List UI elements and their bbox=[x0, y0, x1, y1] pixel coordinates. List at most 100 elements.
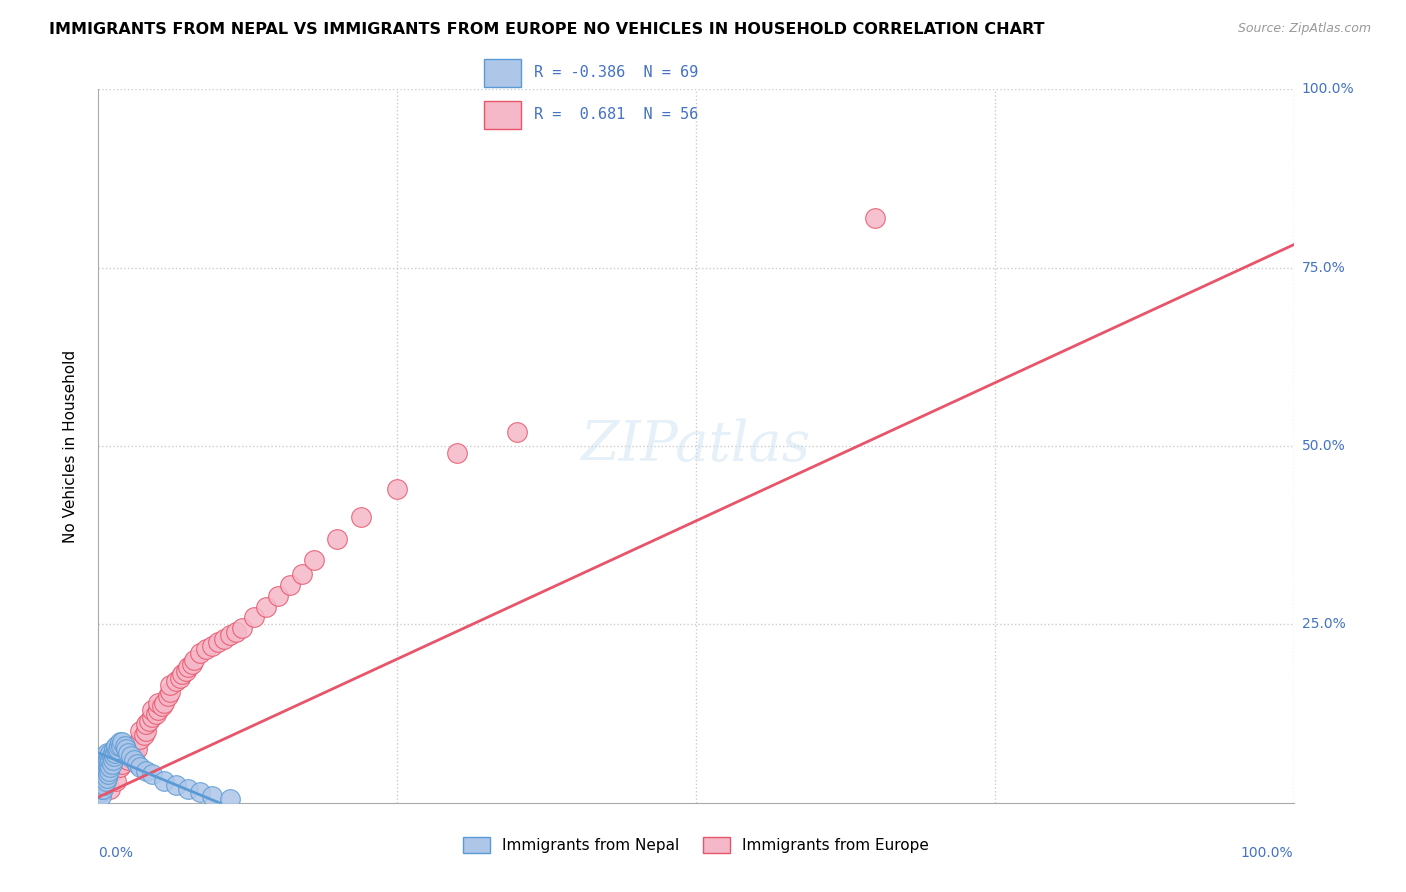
Point bbox=[96, 746, 118, 760]
Point bbox=[159, 678, 181, 692]
Point bbox=[111, 735, 134, 749]
Point bbox=[107, 742, 129, 756]
Point bbox=[141, 710, 163, 724]
Text: Source: ZipAtlas.com: Source: ZipAtlas.com bbox=[1237, 22, 1371, 36]
Point bbox=[135, 717, 157, 731]
Point bbox=[110, 739, 132, 753]
Point bbox=[98, 746, 122, 760]
Text: 75.0%: 75.0% bbox=[1302, 260, 1346, 275]
Point bbox=[96, 764, 118, 778]
Point bbox=[98, 760, 122, 774]
Text: R =  0.681  N = 56: R = 0.681 N = 56 bbox=[534, 107, 697, 122]
Point bbox=[103, 742, 125, 756]
Point bbox=[94, 767, 117, 781]
Point bbox=[254, 599, 277, 614]
Point bbox=[125, 742, 148, 756]
Point bbox=[101, 753, 124, 767]
Point bbox=[135, 724, 157, 739]
Point bbox=[219, 628, 242, 642]
Point bbox=[129, 731, 152, 746]
Point bbox=[201, 639, 224, 653]
Point bbox=[105, 774, 128, 789]
Point bbox=[107, 739, 129, 753]
Point bbox=[91, 774, 114, 789]
Point bbox=[124, 739, 146, 753]
Point bbox=[91, 781, 114, 796]
Point bbox=[101, 764, 124, 778]
Point bbox=[148, 696, 170, 710]
Point bbox=[165, 778, 187, 792]
Text: 100.0%: 100.0% bbox=[1241, 846, 1294, 860]
Point bbox=[125, 756, 148, 771]
Text: 50.0%: 50.0% bbox=[1302, 439, 1346, 453]
Point bbox=[150, 699, 173, 714]
Point bbox=[506, 425, 529, 439]
Point bbox=[98, 781, 122, 796]
Point bbox=[91, 756, 114, 771]
Point bbox=[94, 760, 117, 774]
Point bbox=[105, 753, 128, 767]
Point bbox=[108, 735, 131, 749]
Point bbox=[180, 657, 202, 671]
Point bbox=[231, 621, 253, 635]
Point bbox=[159, 685, 181, 699]
Point bbox=[111, 756, 134, 771]
Point bbox=[117, 746, 139, 760]
Point bbox=[135, 764, 157, 778]
Y-axis label: No Vehicles in Household: No Vehicles in Household bbox=[63, 350, 77, 542]
Point bbox=[104, 746, 127, 760]
Point bbox=[120, 749, 142, 764]
Point bbox=[98, 753, 122, 767]
Point bbox=[153, 774, 176, 789]
Point bbox=[90, 771, 112, 785]
Point bbox=[98, 749, 121, 764]
Point bbox=[148, 703, 170, 717]
Point bbox=[117, 753, 139, 767]
Point bbox=[124, 753, 146, 767]
Point bbox=[174, 664, 197, 678]
Point bbox=[91, 753, 114, 767]
Point bbox=[195, 642, 218, 657]
Point bbox=[91, 771, 114, 785]
Text: 100.0%: 100.0% bbox=[1302, 82, 1354, 96]
Point bbox=[201, 789, 224, 803]
Point bbox=[96, 756, 118, 771]
Text: ZIPatlas: ZIPatlas bbox=[581, 418, 811, 474]
Point bbox=[89, 781, 111, 796]
Point bbox=[93, 771, 115, 785]
Point bbox=[183, 653, 205, 667]
Point bbox=[90, 767, 112, 781]
Point bbox=[207, 635, 229, 649]
Point bbox=[169, 671, 191, 685]
Point bbox=[101, 746, 124, 760]
Point bbox=[225, 624, 247, 639]
Point bbox=[103, 749, 125, 764]
Point bbox=[91, 760, 114, 774]
Point bbox=[91, 774, 114, 789]
Point bbox=[212, 632, 235, 646]
Point bbox=[108, 760, 131, 774]
Point bbox=[90, 789, 112, 803]
Point bbox=[177, 781, 200, 796]
Point bbox=[93, 778, 115, 792]
Point bbox=[97, 753, 120, 767]
Point bbox=[278, 578, 301, 592]
Text: IMMIGRANTS FROM NEPAL VS IMMIGRANTS FROM EUROPE NO VEHICLES IN HOUSEHOLD CORRELA: IMMIGRANTS FROM NEPAL VS IMMIGRANTS FROM… bbox=[49, 22, 1045, 37]
Legend: Immigrants from Nepal, Immigrants from Europe: Immigrants from Nepal, Immigrants from E… bbox=[457, 831, 935, 859]
Point bbox=[188, 646, 211, 660]
Point bbox=[129, 760, 152, 774]
FancyBboxPatch shape bbox=[484, 101, 522, 129]
Point bbox=[96, 771, 118, 785]
Point bbox=[177, 660, 200, 674]
Point bbox=[93, 756, 115, 771]
Point bbox=[105, 742, 128, 756]
Point bbox=[124, 746, 146, 760]
Point bbox=[121, 749, 143, 764]
Point bbox=[89, 774, 111, 789]
Point bbox=[188, 785, 211, 799]
Point bbox=[117, 746, 139, 760]
Point bbox=[302, 553, 325, 567]
Point bbox=[98, 756, 121, 771]
Point bbox=[141, 703, 163, 717]
Point bbox=[94, 753, 117, 767]
